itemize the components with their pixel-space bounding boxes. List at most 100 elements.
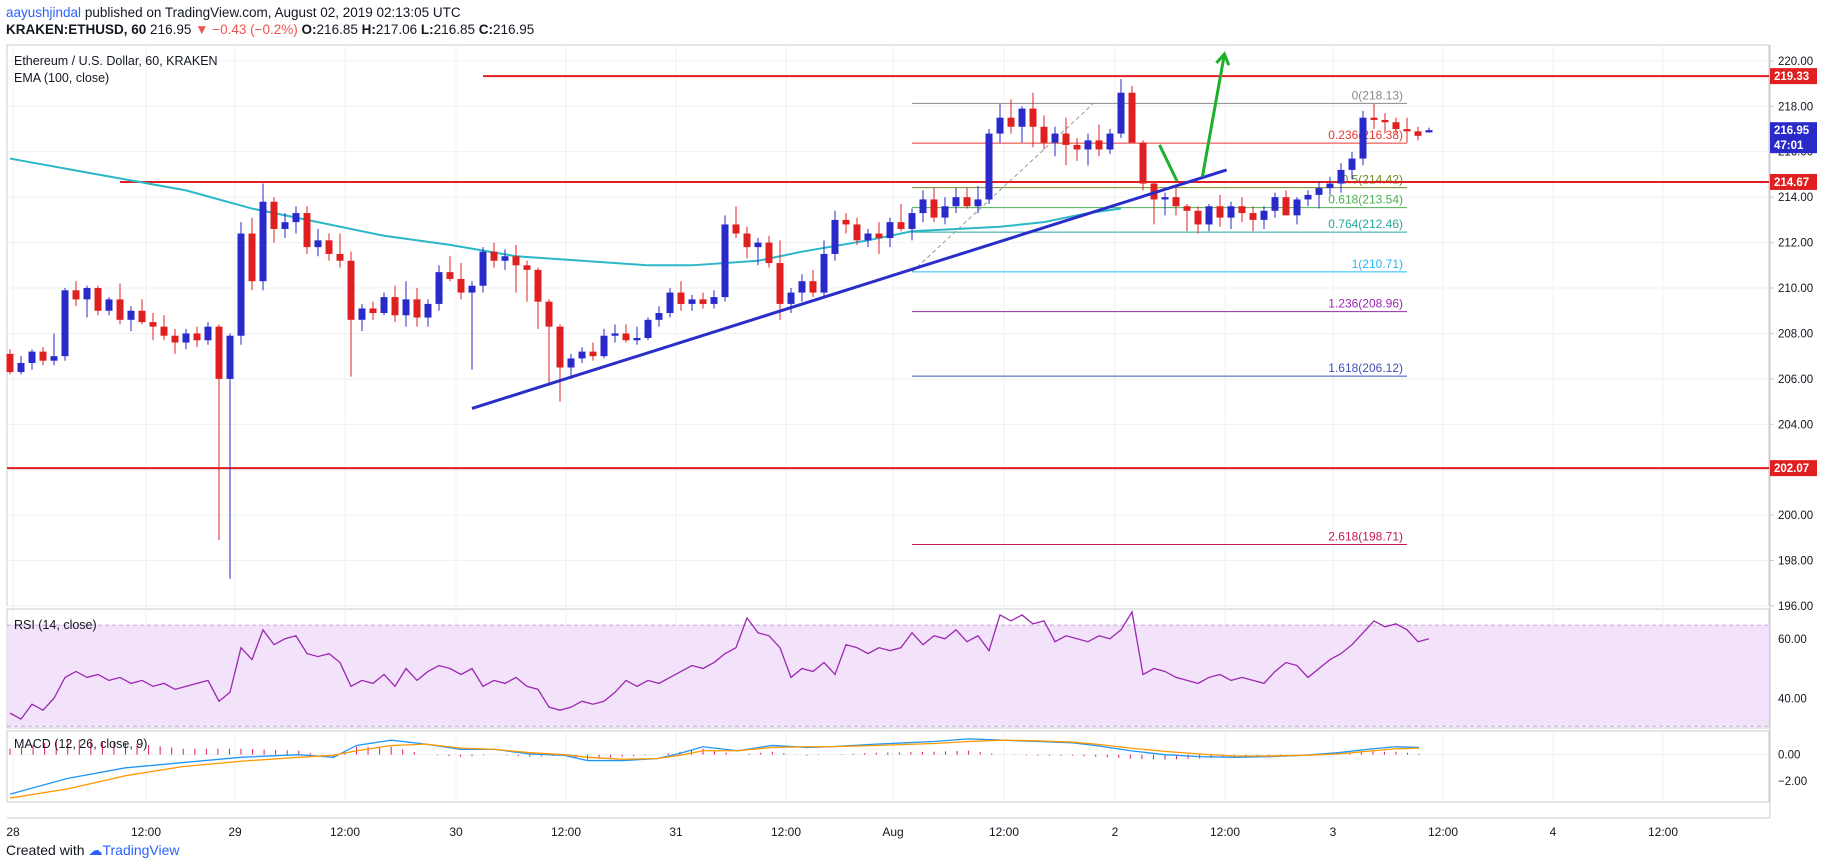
signal-line bbox=[9, 739, 1420, 799]
price-axis-badge bbox=[1770, 173, 1817, 190]
candle-body bbox=[369, 308, 377, 314]
candle-body bbox=[248, 233, 256, 282]
fib-level-label: 2.618(198.71) bbox=[1328, 529, 1403, 543]
candle-body bbox=[930, 199, 938, 218]
candle-body bbox=[1029, 108, 1037, 127]
candle-body bbox=[1128, 92, 1136, 143]
price-axis-badge bbox=[1770, 460, 1817, 477]
time-tick-label: 28 bbox=[6, 825, 20, 839]
price-axis-badge-label: 219.33 bbox=[1774, 71, 1809, 83]
candle-body bbox=[105, 299, 113, 311]
time-tick-label: 4 bbox=[1550, 825, 1557, 839]
candle-body bbox=[457, 278, 465, 293]
candle-body bbox=[985, 133, 993, 200]
fib-level-label: 0.764(212.46) bbox=[1328, 217, 1403, 231]
candle-body bbox=[1392, 122, 1400, 130]
candle-body bbox=[116, 299, 124, 320]
candle-body bbox=[1183, 206, 1191, 211]
candle-body bbox=[138, 310, 146, 323]
price-pane: 0(218.13)0.236(216.38)0.5(214.42)0.618(2… bbox=[6, 51, 1769, 579]
candle-body bbox=[292, 213, 300, 223]
candle-body bbox=[413, 299, 421, 318]
fib-level-label: 0.618(213.54) bbox=[1328, 193, 1403, 207]
candle-body bbox=[1304, 194, 1312, 200]
candle-body bbox=[1238, 206, 1246, 214]
macd-tick-label: −2.00 bbox=[1778, 776, 1807, 788]
candle-body bbox=[1282, 197, 1290, 216]
footer: Created with ☁TradingView bbox=[6, 842, 180, 859]
candle-body bbox=[1359, 117, 1367, 159]
price-tick-label: 206.00 bbox=[1778, 374, 1813, 386]
candle-body bbox=[358, 308, 366, 320]
rsi-pane bbox=[7, 610, 1769, 727]
candle-body bbox=[853, 224, 861, 241]
candle-body bbox=[1348, 158, 1356, 170]
price-axis-badge-label: 47:01 bbox=[1774, 140, 1804, 152]
candle-body bbox=[633, 337, 641, 341]
tradingview-link[interactable]: TradingView bbox=[102, 842, 180, 858]
candle-body bbox=[622, 333, 630, 341]
author-link[interactable]: aayushjindal bbox=[6, 5, 82, 20]
candle-body bbox=[1007, 117, 1015, 127]
macd-line bbox=[9, 738, 1420, 795]
time-tick-label: 12:00 bbox=[1648, 825, 1678, 839]
ohlc-open-label: O: bbox=[301, 22, 317, 37]
candle-body bbox=[61, 290, 69, 357]
time-tick-label: 2 bbox=[1112, 825, 1119, 839]
fib-level-label: 0.5(214.42) bbox=[1342, 173, 1403, 187]
fib-level-label: 1.618(206.12) bbox=[1328, 361, 1403, 375]
time-tick-label: 12:00 bbox=[551, 825, 581, 839]
candle-body bbox=[6, 353, 14, 373]
rsi-legend: RSI (14, close) bbox=[14, 618, 97, 632]
candle-body bbox=[644, 319, 652, 338]
fib-level-label: 0(218.13) bbox=[1352, 88, 1403, 102]
macd-pane bbox=[7, 738, 1769, 799]
candle-body bbox=[886, 222, 894, 239]
macd-legend: MACD (12, 26, close, 9) bbox=[14, 737, 147, 751]
candle-body bbox=[1062, 133, 1070, 145]
candle-body bbox=[1095, 140, 1103, 150]
candle-body bbox=[721, 224, 729, 298]
candle-body bbox=[1172, 197, 1180, 207]
candle-body bbox=[237, 233, 245, 336]
candle-body bbox=[1194, 210, 1202, 225]
price-axis-badge bbox=[1770, 122, 1817, 139]
price-tick-label: 200.00 bbox=[1778, 510, 1813, 522]
candle-body bbox=[28, 351, 36, 363]
ohlc-low-label: L: bbox=[420, 22, 434, 37]
candle-body bbox=[600, 335, 608, 357]
projection-arrow bbox=[1200, 53, 1226, 177]
candle-body bbox=[1414, 131, 1422, 136]
candle-body bbox=[589, 351, 597, 357]
candle-body bbox=[1260, 210, 1268, 220]
candle-body bbox=[1337, 169, 1345, 184]
candle-body bbox=[688, 299, 696, 304]
candle-body bbox=[1139, 142, 1147, 184]
candle-body bbox=[732, 224, 740, 234]
last-price: 216.95 bbox=[150, 22, 192, 37]
ohlc-low: 216.85 bbox=[433, 22, 475, 37]
time-tick-label: 12:00 bbox=[989, 825, 1019, 839]
price-axis-badge-label: 216.95 bbox=[1774, 125, 1810, 137]
candle-body bbox=[545, 301, 553, 327]
candle-body bbox=[963, 197, 971, 207]
candle-body bbox=[1249, 213, 1257, 220]
axes: 28 12:00 29 12:00 30 12:00 31 12:00 Aug 12:00 2 12:… bbox=[6, 56, 1817, 839]
candle-body bbox=[270, 201, 278, 229]
rsi-line bbox=[9, 610, 1430, 720]
time-tick-label: 12:00 bbox=[330, 825, 360, 839]
candle-body bbox=[259, 201, 267, 282]
candle-body bbox=[875, 233, 883, 239]
candle-body bbox=[941, 206, 949, 218]
candle-body bbox=[578, 351, 586, 359]
price-tick-label: 212.00 bbox=[1778, 238, 1813, 250]
candle-body bbox=[83, 288, 91, 300]
fib-anchor-line bbox=[911, 103, 1094, 273]
candle-body bbox=[611, 333, 619, 336]
price-tick-label: 220.00 bbox=[1778, 56, 1813, 68]
time-tick-label: 12:00 bbox=[1210, 825, 1240, 839]
time-tick-label: 12:00 bbox=[1428, 825, 1458, 839]
ohlc-high-label: H: bbox=[361, 22, 376, 37]
candle-body bbox=[50, 356, 58, 361]
